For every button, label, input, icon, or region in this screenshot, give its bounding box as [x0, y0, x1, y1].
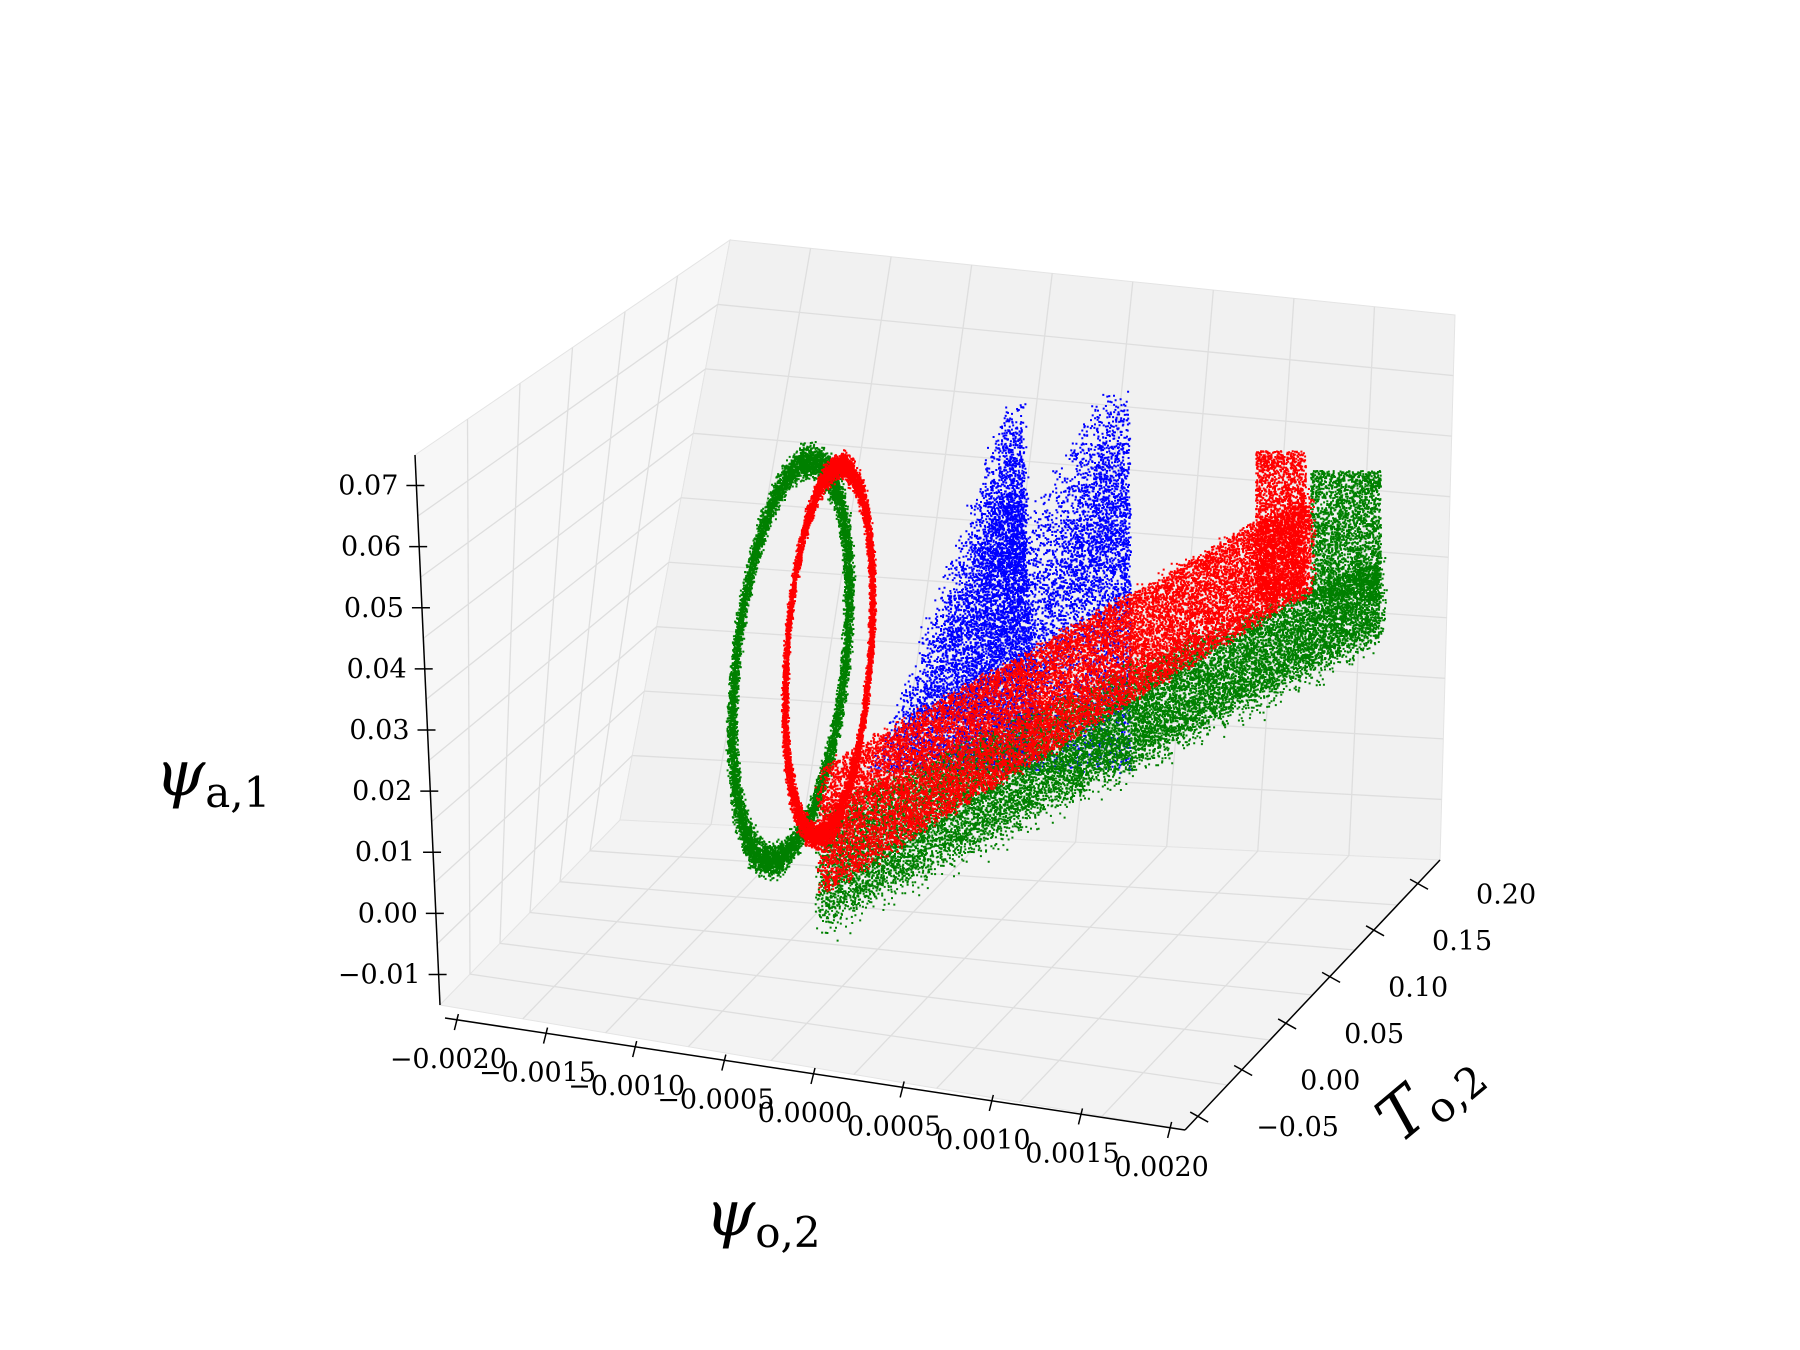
grid-line	[1257, 298, 1295, 852]
series-red	[780, 449, 1317, 894]
x-tick-mark	[542, 1027, 549, 1044]
z-tick-label: −0.01	[338, 959, 421, 990]
z-axis-ticks: −0.01 0.00 0.01 0.02 0.03 0.04 0.05 0.06 0.07	[338, 471, 447, 990]
x-tick-mark	[453, 1013, 460, 1031]
series-green	[725, 441, 1388, 942]
y-tick-label: 0.20	[1476, 879, 1536, 910]
x-tick-label: −0.0005	[657, 1085, 774, 1116]
y-tick-mark	[1365, 925, 1385, 937]
y-tick-mark	[1321, 971, 1341, 984]
grid-line	[717, 303, 1454, 377]
grid-line	[499, 942, 1271, 1041]
y-tick-label: 0.00	[1300, 1065, 1360, 1096]
x-tick-mark	[631, 1040, 638, 1058]
series-blue-points	[868, 390, 1132, 776]
y-tick-mark	[1189, 1111, 1209, 1123]
grid-line	[705, 368, 1452, 437]
grid-line	[1166, 289, 1214, 847]
y-tick-label: 0.10	[1388, 972, 1448, 1003]
grid-line	[529, 911, 1313, 996]
x-tick-mark	[899, 1081, 905, 1098]
grid-line	[559, 311, 626, 882]
x-tick-label: 0.0005	[847, 1111, 941, 1142]
x-tick-label: 0.0020	[1114, 1152, 1208, 1183]
z-tick-label: 0.01	[355, 837, 415, 868]
x-tick-mark	[810, 1067, 816, 1085]
y-tick-mark	[1233, 1064, 1253, 1077]
grid-line	[499, 383, 521, 944]
z-tick-label: 0.00	[358, 898, 418, 929]
x-tick-label: −0.0015	[479, 1058, 596, 1089]
z-tick-label: 0.05	[344, 593, 404, 624]
grid-line	[589, 275, 679, 851]
x-tick-label: 0.0010	[936, 1125, 1030, 1156]
x-axis-line	[444, 1017, 1186, 1131]
y-tick-mark	[1409, 878, 1429, 890]
x-tick-mark	[988, 1094, 995, 1112]
z-tick-label: 0.06	[341, 532, 401, 563]
grid-line	[559, 881, 1356, 951]
y-axis-ticks: −0.05 0.00 0.05 0.10 0.15 0.20	[1189, 878, 1536, 1143]
y-axis-label: To,2	[1363, 1031, 1497, 1162]
grid-line	[469, 973, 1228, 1086]
series-green-points	[725, 441, 1388, 942]
x-tick-label: −0.0020	[390, 1044, 507, 1075]
x-axis-ticks: −0.0020−0.0015−0.0010−0.00050.00000.0005…	[390, 1013, 1209, 1183]
grid-line	[693, 432, 1451, 498]
y-tick-mark	[1277, 1018, 1297, 1030]
grid-line	[589, 850, 1398, 906]
x-tick-mark	[1166, 1121, 1173, 1139]
x-tick-mark	[721, 1054, 727, 1071]
z-tick-label: 0.07	[338, 471, 398, 502]
y-tick-label: 0.05	[1344, 1019, 1404, 1050]
z-tick-label: 0.03	[349, 715, 409, 746]
x-axis-label: ψo,2	[705, 1177, 821, 1257]
x-tick-label: −0.0010	[568, 1071, 685, 1102]
z-axis-label: ψa,1	[155, 737, 270, 817]
x-tick-mark	[1077, 1108, 1084, 1125]
y-axis-line	[1184, 859, 1441, 1131]
y-tick-label: 0.15	[1432, 926, 1492, 957]
x-tick-label: 0.0000	[758, 1098, 852, 1129]
scatter-points	[725, 390, 1388, 942]
series-blue	[868, 390, 1132, 776]
x-tick-label: 0.0015	[1025, 1138, 1119, 1169]
series-red-points	[780, 449, 1317, 894]
z-tick-label: 0.04	[347, 654, 407, 685]
y-tick-label: −0.05	[1256, 1112, 1339, 1143]
grid-line	[466, 419, 471, 975]
z-tick-label: 0.02	[352, 776, 412, 807]
grid-line	[529, 347, 574, 913]
